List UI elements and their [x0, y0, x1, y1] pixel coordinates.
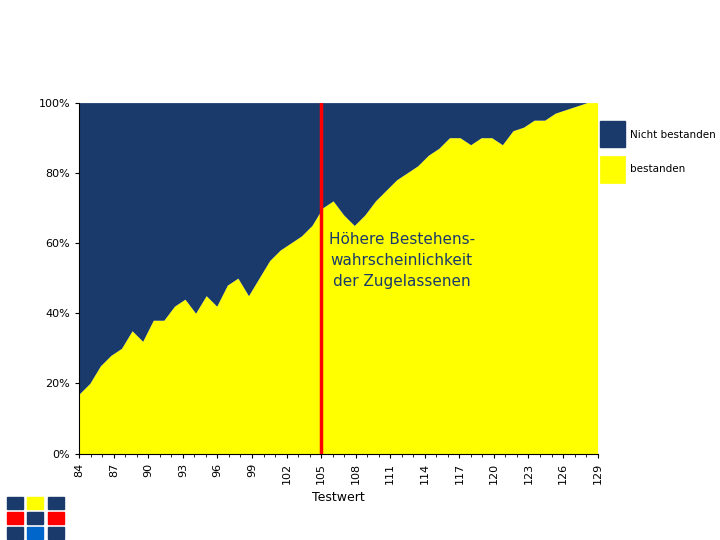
- Bar: [48, 512, 63, 524]
- Bar: [27, 512, 43, 524]
- Bar: [600, 121, 625, 147]
- Text: Höhere Bestehens-
wahrscheinlichkeit
der Zugelassenen: Höhere Bestehens- wahrscheinlichkeit der…: [329, 232, 474, 289]
- X-axis label: Testwert: Testwert: [312, 491, 365, 504]
- Bar: [7, 527, 23, 539]
- Bar: [7, 512, 23, 524]
- Text: Wien Mai 2006  -  Nr.: Wien Mai 2006 - Nr.: [460, 511, 577, 521]
- Bar: [27, 527, 43, 539]
- Bar: [27, 497, 43, 509]
- Text: ZTD Zentrum für Testentwicklung und Diagnostik: ZTD Zentrum für Testentwicklung und Diag…: [42, 511, 318, 521]
- Text: Nicht bestanden: Nicht bestanden: [630, 130, 716, 139]
- Bar: [48, 497, 63, 509]
- Bar: [600, 157, 625, 183]
- Bar: [7, 497, 23, 509]
- Bar: [48, 527, 63, 539]
- Text: Vorhersage Studiendauer: Vorhersage Studiendauer: [179, 19, 541, 44]
- Text: bestanden: bestanden: [630, 164, 685, 174]
